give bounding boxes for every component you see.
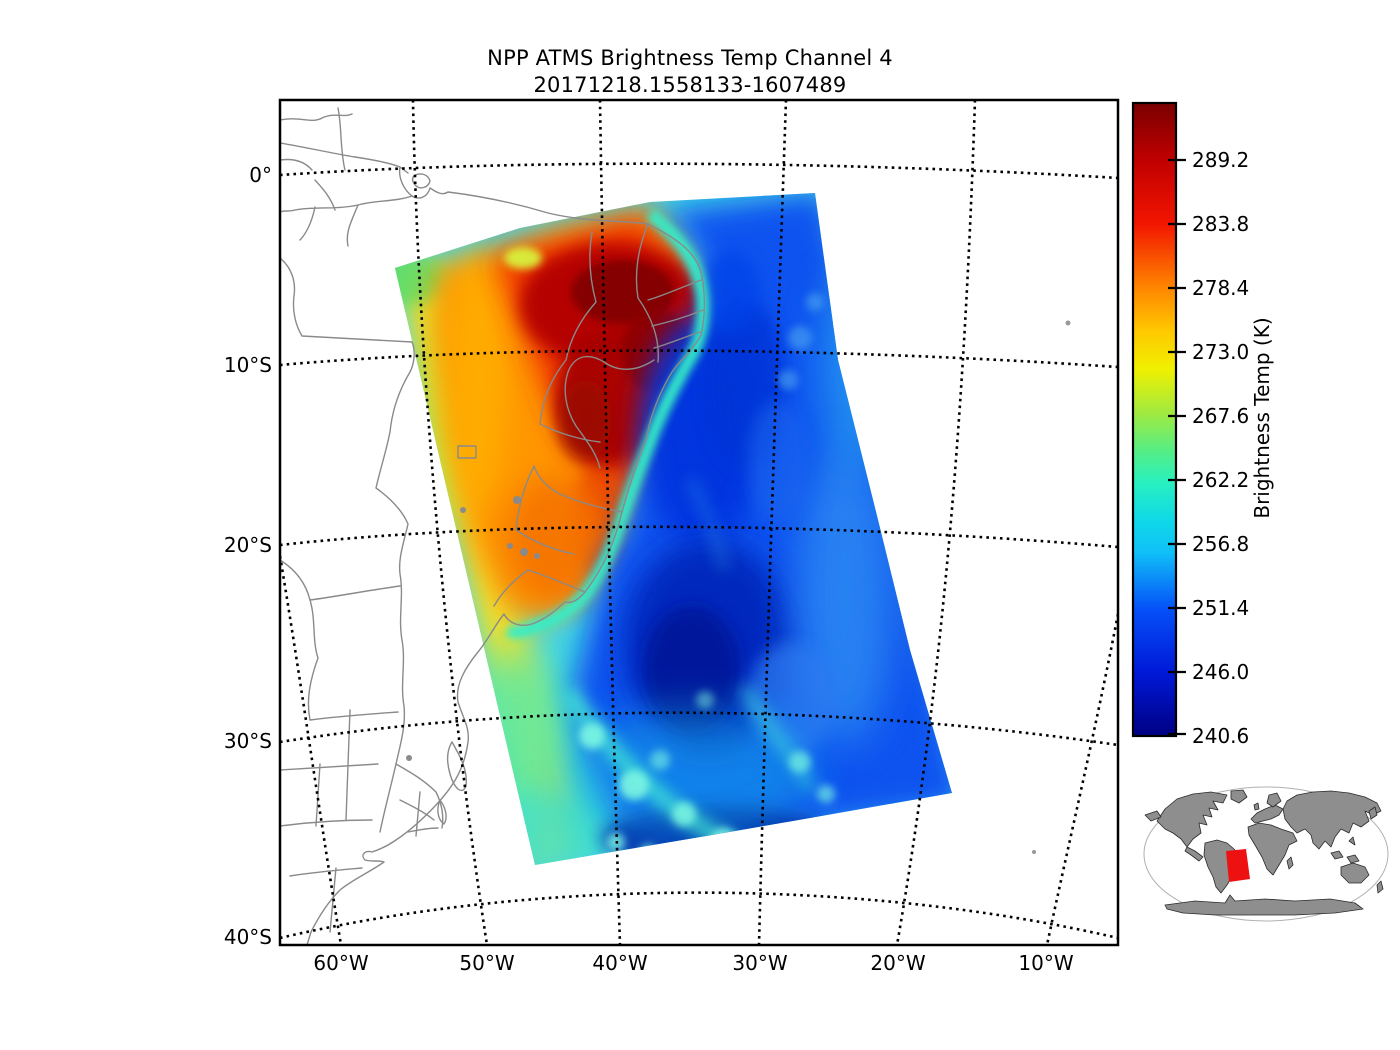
- brazil-state-borders: [457, 223, 704, 607]
- graticule: [281, 101, 1117, 944]
- colorbar-ticks: [1168, 158, 1186, 736]
- north-america: [1156, 791, 1228, 848]
- south-america-coastline: [281, 142, 706, 944]
- lat-tick-0: 0°: [249, 163, 272, 187]
- cb-tick-262-2: 262.2: [1192, 468, 1250, 492]
- alaska: [1144, 810, 1162, 822]
- colorbar: [1131, 101, 1186, 738]
- madagascar: [1286, 856, 1294, 870]
- cb-tick-278-4: 278.4: [1192, 276, 1250, 300]
- scandinavia: [1266, 792, 1282, 808]
- cb-tick-251-4: 251.4: [1192, 596, 1250, 620]
- lagoa-dos-patos: [437, 741, 467, 825]
- lon-tick-40w: 40°W: [592, 951, 648, 975]
- greenland: [1230, 789, 1248, 804]
- lat-tick-30s: 30°S: [223, 729, 272, 753]
- cb-tick-246-0: 246.0: [1192, 660, 1250, 684]
- inset-world-map: [1143, 786, 1389, 922]
- lat-tick-20s: 20°S: [223, 533, 272, 557]
- lon-tick-20w: 20°W: [870, 951, 926, 975]
- lon-tick-10w: 10°W: [1018, 951, 1074, 975]
- lat-tick-40s: 40°S: [223, 925, 272, 949]
- amazon-rivers: [281, 179, 413, 247]
- lon-tick-50w: 50°W: [459, 951, 515, 975]
- new-zealand: [1376, 880, 1384, 894]
- lon-tick-60w: 60°W: [313, 951, 369, 975]
- argentina-borders: [281, 709, 379, 933]
- swath-heatmap: [395, 193, 952, 865]
- map-frame: [278, 98, 1120, 947]
- coastline-borders: [281, 107, 706, 944]
- southeast-asia-islands: [1330, 806, 1378, 864]
- cb-tick-267-6: 267.6: [1192, 404, 1250, 428]
- africa: [1247, 822, 1298, 876]
- west-borders: [281, 257, 415, 833]
- asia: [1282, 790, 1382, 850]
- lon-tick-30w: 30°W: [732, 951, 788, 975]
- city-lake-blobs: [406, 496, 540, 761]
- colorbar-gradient: [1131, 101, 1178, 738]
- central-america: [1184, 846, 1204, 862]
- europe: [1250, 804, 1284, 824]
- colorbar-axis-label: Brightness Temp (K): [1250, 317, 1274, 519]
- swath-footprint-marker: [1226, 849, 1250, 882]
- cb-tick-289-2: 289.2: [1192, 148, 1250, 172]
- australia: [1340, 862, 1370, 884]
- cb-tick-273-0: 273.0: [1192, 340, 1250, 364]
- uruguay-borders: [395, 763, 444, 837]
- north-borders: [281, 107, 353, 171]
- antarctica: [1164, 894, 1364, 916]
- plot-title: NPP ATMS Brightness Temp Channel 4: [487, 46, 893, 70]
- lat-tick-10s: 10°S: [223, 353, 272, 377]
- cb-tick-240-6: 240.6: [1192, 724, 1250, 748]
- cb-tick-256-8: 256.8: [1192, 532, 1250, 556]
- plot-subtitle: 20171218.1558133-1607489: [533, 73, 847, 97]
- cb-tick-283-8: 283.8: [1192, 212, 1250, 236]
- island-specks: [1032, 320, 1071, 854]
- marajo-island: [411, 173, 431, 189]
- british-isles: [1253, 802, 1260, 811]
